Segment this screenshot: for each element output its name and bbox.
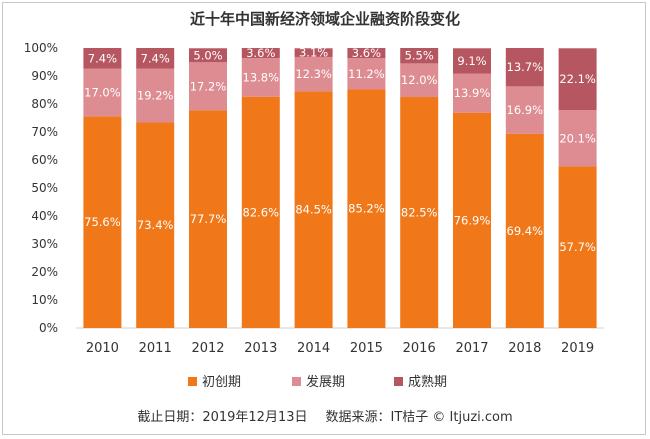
y-tick-label: 60% [31,153,58,167]
x-tick-label: 2016 [403,341,436,356]
data-label: 19.2% [137,89,174,103]
footer-source: 数据来源：IT桔子 © Itjuzi.com [325,410,513,425]
bar-segment [136,122,175,328]
x-tick-label: 2013 [244,341,277,356]
bar-segment [294,48,333,57]
data-label: 7.4% [141,51,170,65]
x-tick-label: 2015 [350,341,383,356]
x-tick-label: 2018 [508,341,541,356]
data-label: 16.9% [507,103,544,117]
data-label: 76.9% [454,213,491,227]
data-label: 85.2% [348,202,385,216]
data-label: 3.1% [299,46,328,60]
data-label: 7.4% [88,51,117,65]
chart-frame [2,2,646,435]
x-tick-label: 2011 [139,341,172,356]
bar-segment [136,48,175,69]
chart-footer: 截止日期：2019年12月13日 数据来源：IT桔子 © Itjuzi.com [0,406,650,425]
bar-segment [83,116,122,328]
data-label: 22.1% [559,72,596,86]
bar-segment [189,62,227,111]
x-tick-label: 2012 [191,341,224,356]
data-label: 9.1% [457,54,486,68]
bar-segment [453,48,491,74]
data-label: 77.7% [190,212,227,226]
data-label: 57.7% [559,240,596,254]
bar-segment [505,86,544,134]
y-tick-label: 30% [31,237,58,251]
bar-segment [400,48,439,64]
bar-segment [241,58,280,97]
y-tick-label: 90% [31,69,58,83]
data-label: 13.8% [243,70,280,84]
x-tick-label: 2017 [455,341,488,356]
y-tick-label: 20% [31,265,58,279]
data-label: 3.6% [246,46,275,60]
bar-segment [453,112,491,329]
bar-segment [558,166,597,328]
bar-segment [83,48,122,69]
data-label: 84.5% [295,203,332,217]
bar-segment [453,73,491,113]
bar-segment [241,48,280,59]
footer-date: 截止日期：2019年12月13日 [137,410,308,425]
bar-segment [83,68,122,117]
bar-segment [136,68,175,123]
data-label: 17.2% [190,79,227,93]
y-tick-label: 0% [39,321,58,335]
y-tick-label: 10% [31,293,58,307]
y-tick-label: 40% [31,209,58,223]
bar-segment [558,110,597,167]
x-tick-label: 2010 [86,341,119,356]
data-label: 73.4% [137,218,174,232]
bar-segment [400,97,439,328]
chart-title: 近十年中国新经济领域企业融资阶段变化 [189,10,460,28]
legend-label: 成熟期 [408,374,447,390]
bar-segment [241,96,280,328]
data-label: 12.0% [401,73,438,87]
data-label: 13.9% [454,86,491,100]
bar-segment [400,63,439,97]
bar-segment [189,48,227,63]
data-label: 82.5% [401,206,438,220]
data-label: 82.6% [243,205,280,219]
legend-label: 初创期 [202,375,241,390]
y-tick-label: 100% [24,41,58,55]
bar-segment [347,89,386,328]
bar-segment [294,91,333,329]
legend-label: 发展期 [306,374,345,390]
bar-segment [347,48,386,59]
bar-segment [505,48,544,87]
data-label: 75.6% [84,215,121,229]
data-label: 5.0% [193,48,222,62]
bar-segment [189,110,227,328]
bar-segment [505,133,544,328]
data-label: 12.3% [295,67,332,81]
y-tick-label: 80% [31,97,58,111]
data-label: 17.0% [84,86,121,100]
bar-segment [558,48,597,111]
data-label: 3.6% [352,46,381,60]
y-tick-label: 50% [31,181,58,195]
data-label: 20.1% [559,131,596,145]
legend-swatch [188,377,197,386]
bar-segment [347,58,386,90]
x-tick-label: 2019 [561,341,594,356]
x-tick-label: 2014 [297,341,330,356]
data-label: 13.7% [507,60,544,74]
legend-swatch [292,377,301,386]
bar-segment [294,56,333,92]
legend-swatch [394,377,403,386]
data-label: 69.4% [507,224,544,238]
data-label: 11.2% [348,67,385,81]
data-label: 5.5% [405,49,434,63]
y-tick-label: 70% [31,125,58,139]
